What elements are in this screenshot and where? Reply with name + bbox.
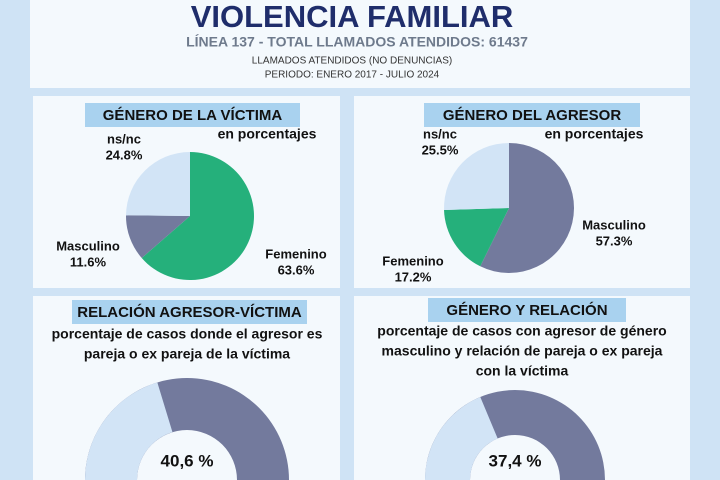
- chart-title: RELACIÓN AGRESOR-VÍCTIMA: [77, 303, 302, 321]
- chart-subtitle: en porcentajes: [545, 126, 644, 142]
- slice-label: ns/nc: [423, 126, 457, 141]
- slice-value: 24.8%: [106, 147, 143, 162]
- panel: [354, 296, 690, 480]
- pie-slice: [141, 152, 254, 280]
- chart-description: con la víctima: [476, 363, 569, 379]
- period: PERIODO: ENERO 2017 - JULIO 2024: [265, 70, 440, 81]
- chart-title: GÉNERO DE LA VÍCTIMA: [103, 107, 283, 124]
- gauge-value: [425, 396, 498, 480]
- slice-label: Femenino: [265, 246, 326, 261]
- pie-slice: [125, 215, 190, 259]
- title-box: [72, 300, 307, 324]
- header-panel: [30, 0, 690, 88]
- slice-value: 17.2%: [395, 269, 432, 284]
- slice-value: 11.6%: [70, 254, 107, 269]
- slice-label: ns/nc: [107, 131, 141, 146]
- gauge-label: 40,6 %: [161, 451, 214, 470]
- gauge-label: 37,4 %: [489, 451, 542, 470]
- pie-slice: [126, 152, 190, 216]
- pie-slice: [444, 208, 509, 267]
- chart-title: GÉNERO Y RELACIÓN: [446, 301, 607, 319]
- title-box: [424, 103, 640, 127]
- title-box: [85, 103, 300, 127]
- slice-label: Femenino: [382, 253, 443, 268]
- slice-value: 57.3%: [596, 233, 633, 248]
- pie-slice: [480, 143, 574, 274]
- slice-value: 25.5%: [422, 142, 459, 157]
- subtitle: LÍNEA 137 - TOTAL LLAMADOS ATENDIDOS: 61…: [186, 34, 528, 50]
- chart-title: GÉNERO DEL AGRESOR: [443, 107, 622, 124]
- note: LLAMADOS ATENDIDOS (NO DENUNCIAS): [252, 56, 452, 67]
- chart-description: porcentaje de casos donde el agresor es: [52, 326, 323, 342]
- title: VIOLENCIA FAMILIAR: [191, 0, 514, 34]
- chart-subtitle: en porcentajes: [218, 126, 317, 142]
- pie-slice: [444, 143, 509, 211]
- slice-label: Masculino: [582, 217, 646, 232]
- slice-label: Masculino: [56, 238, 120, 253]
- chart-description: pareja o ex pareja de la víctima: [84, 346, 290, 362]
- chart-description: masculino y relación de pareja o ex pare…: [382, 343, 663, 359]
- chart-description: porcentaje de casos con agresor de géner…: [377, 323, 666, 339]
- gauge-value: [85, 382, 173, 480]
- title-box: [428, 298, 626, 322]
- slice-value: 63.6%: [278, 262, 315, 277]
